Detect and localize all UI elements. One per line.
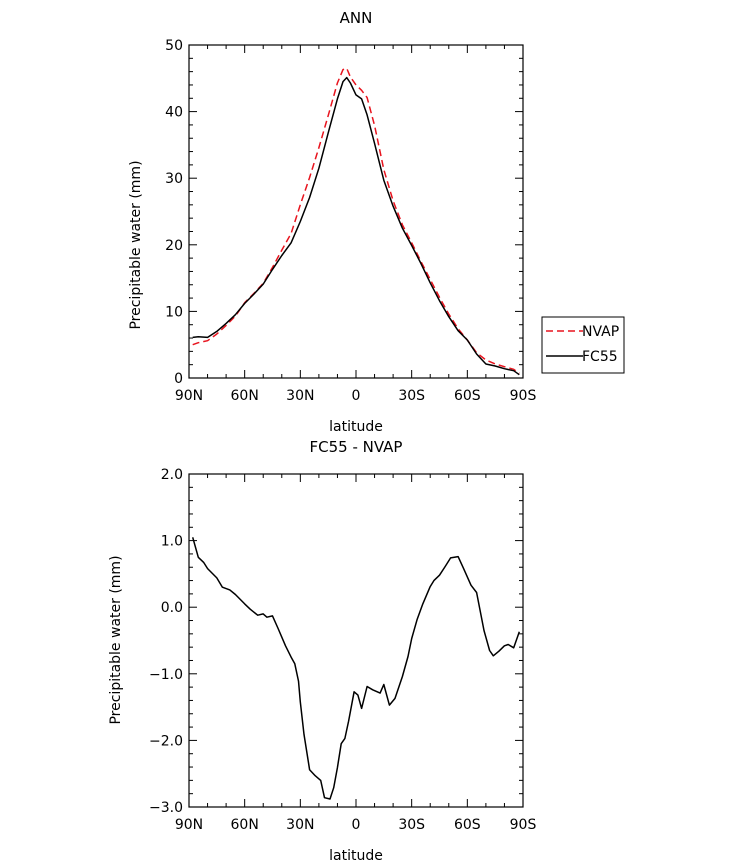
ann-x-tick-label: 0: [352, 388, 361, 404]
ann-x-axis-label: latitude: [329, 419, 383, 435]
ann-x-tick-label: 90N: [175, 388, 203, 404]
difference-y-tick-label: −1.0: [149, 667, 183, 683]
ann-x-tick-label: 30N: [286, 388, 314, 404]
difference-y-tick-label: −2.0: [149, 733, 183, 749]
difference-x-tick-label: 30S: [398, 817, 425, 833]
difference-axis-ticks: 90N 60N 30N 0 30S 60S 90S −3.0 −2.0 −1.0 0.0 1.0 2.0: [149, 467, 536, 833]
legend-label-nvap: NVAP: [582, 324, 619, 340]
ann-x-tick-label: 30S: [398, 388, 425, 404]
legend-label-fc55: FC55: [582, 349, 618, 365]
difference-y-tick-label: 1.0: [161, 534, 183, 550]
legend-box: [541, 316, 625, 374]
difference-x-tick-label: 60N: [231, 817, 259, 833]
difference-x-tick-label: 0: [352, 817, 361, 833]
ann-y-tick-label: 40: [165, 105, 183, 121]
difference-chart-title: FC55 - NVAP: [310, 438, 403, 456]
difference-x-tick-label: 90N: [175, 817, 203, 833]
difference-series-lines: [191, 537, 521, 800]
ann-series-lines: [192, 67, 520, 376]
difference-series-line: [191, 537, 521, 800]
ann-chart: ANN Precipitable water (mm) latitude 90N…: [128, 9, 625, 435]
ann-y-tick-label: 0: [174, 371, 183, 387]
ann-y-axis-label: Precipitable water (mm): [128, 160, 144, 329]
ann-axis-ticks: 90N 60N 30N 0 30S 60S 90S 0 10 20 30 40 50: [165, 38, 536, 404]
ann-series-fc55: [192, 76, 520, 376]
ann-series-nvap: [192, 67, 520, 374]
difference-x-tick-label: 30N: [286, 817, 314, 833]
difference-y-tick-label: −3.0: [149, 800, 183, 816]
ann-y-tick-label: 30: [165, 171, 183, 187]
difference-y-tick-label: 2.0: [161, 467, 183, 483]
ann-x-tick-label: 60S: [454, 388, 481, 404]
difference-y-axis-label: Precipitable water (mm): [108, 555, 124, 724]
ann-chart-title: ANN: [340, 9, 373, 27]
ann-y-tick-label: 20: [165, 238, 183, 254]
ann-x-tick-label: 60N: [231, 388, 259, 404]
difference-plot-frame: [188, 473, 524, 808]
difference-x-tick-label: 90S: [510, 817, 537, 833]
ann-y-tick-label: 10: [165, 304, 183, 320]
difference-y-tick-label: 0.0: [161, 600, 183, 616]
difference-x-tick-label: 60S: [454, 817, 481, 833]
difference-x-axis-label: latitude: [329, 848, 383, 864]
ann-x-tick-label: 90S: [510, 388, 537, 404]
ann-plot-frame: [188, 44, 524, 379]
ann-y-tick-label: 50: [165, 38, 183, 54]
legend: NVAP FC55: [541, 316, 625, 374]
difference-chart: FC55 - NVAP Precipitable water (mm) lati…: [108, 438, 536, 864]
